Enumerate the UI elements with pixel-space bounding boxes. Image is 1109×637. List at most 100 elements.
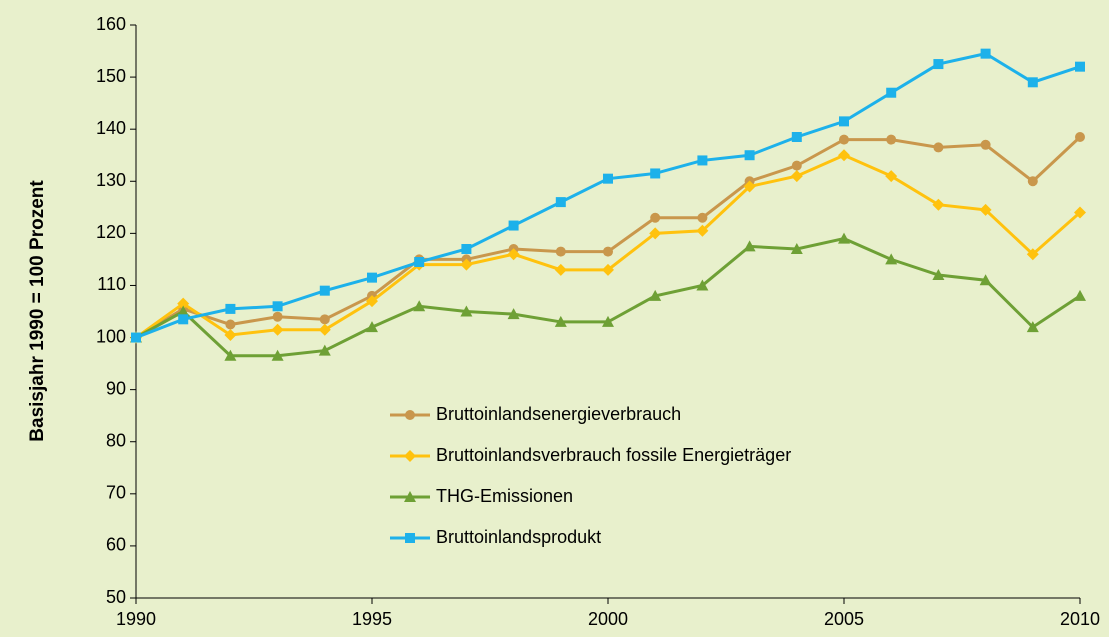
marker <box>366 295 378 308</box>
x-tick-label: 2005 <box>824 609 864 629</box>
marker <box>790 242 803 254</box>
marker <box>555 197 566 208</box>
y-tick-label: 100 <box>96 326 126 346</box>
marker <box>178 314 189 325</box>
y-tick-label: 140 <box>96 118 126 138</box>
marker <box>839 116 849 127</box>
marker <box>885 170 898 183</box>
marker <box>979 203 992 216</box>
marker <box>404 450 416 462</box>
y-tick-label: 120 <box>96 222 126 242</box>
marker <box>413 300 426 312</box>
y-axis-label: Basisjahr 1990 = 100 Prozent <box>27 180 48 442</box>
x-tick-label: 1995 <box>352 609 392 629</box>
marker <box>405 410 415 420</box>
marker <box>886 87 897 98</box>
marker <box>791 131 802 142</box>
marker <box>508 220 519 231</box>
marker <box>932 269 945 281</box>
marker <box>980 48 991 59</box>
y-tick-label: 130 <box>96 170 126 190</box>
marker <box>460 258 473 271</box>
marker <box>177 297 190 310</box>
legend-label: Bruttoinlandsverbrauch fossile Energietr… <box>436 445 791 465</box>
marker <box>554 315 567 327</box>
marker <box>318 344 331 356</box>
marker <box>933 59 944 70</box>
marker <box>319 314 330 325</box>
marker <box>319 285 330 296</box>
marker <box>366 321 378 333</box>
marker <box>838 232 850 244</box>
marker <box>603 246 613 257</box>
marker <box>697 155 708 166</box>
y-tick-label: 150 <box>96 66 126 86</box>
marker <box>603 173 613 184</box>
marker <box>367 272 377 283</box>
marker <box>980 139 991 150</box>
y-tick-label: 160 <box>96 14 126 34</box>
marker <box>555 246 566 257</box>
marker <box>602 315 614 327</box>
marker <box>460 305 473 317</box>
marker <box>554 263 567 276</box>
marker <box>791 160 802 171</box>
legend-label: Bruttoinlandsprodukt <box>436 527 601 547</box>
marker <box>461 243 472 254</box>
marker <box>1026 248 1039 261</box>
x-tick-label: 2000 <box>588 609 628 629</box>
marker <box>697 212 708 223</box>
marker <box>743 180 756 193</box>
y-tick-label: 90 <box>106 378 126 398</box>
marker <box>271 323 284 336</box>
marker <box>790 170 803 183</box>
marker <box>932 198 945 211</box>
marker <box>839 134 849 145</box>
marker <box>1026 321 1039 333</box>
marker <box>649 289 662 301</box>
marker <box>414 257 425 268</box>
y-tick-label: 70 <box>106 483 126 503</box>
marker <box>507 308 520 320</box>
marker <box>224 349 237 361</box>
x-tick-label: 1990 <box>116 609 156 629</box>
marker <box>271 349 284 361</box>
marker <box>131 332 141 343</box>
marker <box>224 328 237 341</box>
marker <box>405 533 415 543</box>
marker <box>1074 289 1086 301</box>
marker <box>886 134 897 145</box>
marker <box>318 323 331 336</box>
marker <box>1075 61 1085 72</box>
y-tick-label: 110 <box>97 274 126 294</box>
marker <box>225 319 236 330</box>
marker <box>885 253 898 265</box>
marker <box>1075 131 1085 142</box>
marker <box>933 142 944 153</box>
y-tick-label: 80 <box>106 430 126 450</box>
legend-label: THG-Emissionen <box>436 486 573 506</box>
marker <box>177 305 190 317</box>
marker <box>979 274 992 286</box>
marker <box>1027 77 1038 88</box>
x-tick-label: 2010 <box>1060 609 1100 629</box>
legend-label: Bruttoinlandsenergieverbrauch <box>436 404 681 424</box>
marker <box>225 303 236 314</box>
marker <box>838 149 850 162</box>
marker <box>1027 176 1038 187</box>
marker <box>272 301 283 312</box>
marker <box>743 240 756 252</box>
y-tick-label: 60 <box>106 535 126 555</box>
marker <box>744 150 755 161</box>
marker <box>404 491 416 502</box>
marker <box>1074 206 1086 219</box>
marker <box>649 227 662 240</box>
marker <box>602 263 614 276</box>
marker <box>507 248 520 261</box>
marker <box>696 279 709 291</box>
marker <box>650 168 661 179</box>
marker <box>272 311 283 322</box>
marker <box>696 224 709 237</box>
marker <box>650 212 661 223</box>
